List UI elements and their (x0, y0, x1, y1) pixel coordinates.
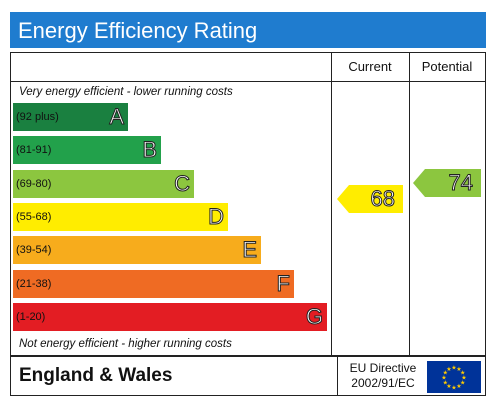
eu-directive-line2: 2002/91/EC (351, 376, 415, 390)
star-icon: ★ (443, 370, 448, 377)
rating-band-f: (21-38) F (13, 269, 294, 298)
potential-rating-arrow: 74 (413, 169, 481, 197)
band-letter: D (208, 203, 225, 229)
rating-table: Current Potential Very energy efficient … (10, 52, 486, 356)
star-icon: ★ (456, 366, 461, 373)
header-divider (11, 81, 485, 82)
star-icon: ★ (460, 370, 465, 377)
star-icon: ★ (446, 366, 451, 373)
band-letter: C (174, 170, 191, 196)
star-icon: ★ (456, 383, 461, 390)
potential-arrow-shape (413, 169, 481, 197)
band-letter: F (276, 270, 290, 296)
star-icon: ★ (446, 383, 451, 390)
band-range-label: (21-38) (16, 277, 52, 290)
region-label: England & Wales (19, 365, 173, 386)
footer-divider (337, 357, 338, 395)
star-icon: ★ (451, 365, 456, 372)
band-letter: B (142, 137, 158, 163)
star-icon: ★ (461, 375, 466, 382)
rating-band-g: (1-20) G (13, 302, 327, 331)
column-header-potential: Potential (421, 59, 473, 74)
column-divider-current (331, 53, 332, 355)
band-letter: A (109, 104, 125, 130)
star-icon: ★ (451, 385, 456, 392)
page-title: Energy Efficiency Rating (10, 12, 486, 48)
note-efficient: Very energy efficient - lower running co… (19, 86, 233, 98)
column-header-current: Current (348, 59, 392, 74)
footer: England & Wales EU Directive 2002/91/EC … (10, 356, 486, 396)
band-range-label: (55-68) (16, 210, 52, 223)
rating-band-a: (92 plus) A (13, 103, 128, 131)
band-range-label: (81-91) (16, 144, 52, 157)
current-rating-arrow: 68 (337, 185, 403, 213)
eu-directive-line1: EU Directive (349, 361, 417, 375)
current-rating-value: 68 (370, 186, 396, 212)
eu-flag-icon: ★★★★★★★★★ ★ ★★ (427, 361, 481, 393)
column-divider-potential (409, 53, 410, 355)
star-icon: ★ (443, 380, 448, 387)
band-range-label: (39-54) (16, 244, 52, 257)
eu-directive: EU Directive 2002/91/EC (341, 361, 425, 391)
rating-band-b: (81-91) B (13, 136, 161, 165)
band-range-label: (69-80) (16, 177, 52, 190)
band-range-label: (92 plus) (16, 111, 59, 123)
note-inefficient: Not energy efficient - higher running co… (19, 338, 232, 350)
current-arrow-shape (337, 185, 403, 213)
band-range-label: (1-20) (16, 310, 46, 323)
rating-band-d: (55-68) D (13, 202, 228, 231)
rating-band-e: (39-54) E (13, 236, 261, 265)
page-title-text: Energy Efficiency Rating (18, 18, 258, 43)
potential-rating-value: 74 (448, 170, 474, 196)
band-letter: G (305, 303, 323, 329)
band-letter: E (242, 237, 258, 263)
star-icon: ★ (441, 375, 446, 382)
rating-band-c: (69-80) C (13, 169, 194, 198)
star-icon: ★ (460, 380, 465, 387)
